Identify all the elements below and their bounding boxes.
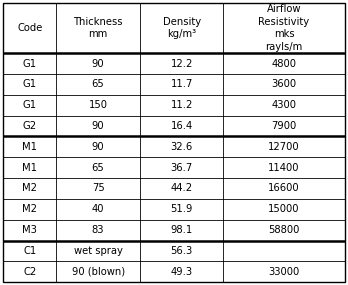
Text: 90: 90 (92, 121, 104, 131)
Text: 36.7: 36.7 (171, 163, 193, 173)
Text: 51.9: 51.9 (171, 204, 193, 214)
Text: 49.3: 49.3 (171, 267, 193, 277)
Text: G1: G1 (23, 79, 37, 89)
Text: Thickness
mm: Thickness mm (73, 17, 123, 39)
Text: 75: 75 (92, 184, 104, 194)
Text: M1: M1 (22, 142, 38, 152)
Text: 16.4: 16.4 (171, 121, 193, 131)
Text: Airflow
Resistivity
mks
rayls/m: Airflow Resistivity mks rayls/m (259, 4, 310, 52)
Text: Density
kg/m³: Density kg/m³ (163, 17, 201, 39)
Text: 90 (blown): 90 (blown) (72, 267, 125, 277)
Text: G1: G1 (23, 58, 37, 68)
Text: 4800: 4800 (271, 58, 296, 68)
Text: 16600: 16600 (268, 184, 300, 194)
Text: 7900: 7900 (271, 121, 296, 131)
Text: M2: M2 (22, 184, 38, 194)
Text: 33000: 33000 (268, 267, 300, 277)
Text: C1: C1 (23, 246, 37, 256)
Text: 56.3: 56.3 (171, 246, 193, 256)
Text: 3600: 3600 (271, 79, 296, 89)
Text: M2: M2 (22, 204, 38, 214)
Text: 65: 65 (92, 163, 104, 173)
Text: 44.2: 44.2 (171, 184, 193, 194)
Text: 90: 90 (92, 58, 104, 68)
Text: 83: 83 (92, 225, 104, 235)
Text: 58800: 58800 (268, 225, 300, 235)
Text: 98.1: 98.1 (171, 225, 193, 235)
Text: 12.2: 12.2 (171, 58, 193, 68)
Text: 11400: 11400 (268, 163, 300, 173)
Text: G2: G2 (23, 121, 37, 131)
Text: G1: G1 (23, 100, 37, 110)
Text: C2: C2 (23, 267, 37, 277)
Text: 32.6: 32.6 (171, 142, 193, 152)
Text: M3: M3 (23, 225, 37, 235)
Text: M1: M1 (22, 163, 38, 173)
Text: 4300: 4300 (271, 100, 296, 110)
Text: wet spray: wet spray (74, 246, 122, 256)
Text: 150: 150 (89, 100, 108, 110)
Text: 11.2: 11.2 (171, 100, 193, 110)
Text: 12700: 12700 (268, 142, 300, 152)
Text: 15000: 15000 (268, 204, 300, 214)
Text: 40: 40 (92, 204, 104, 214)
Text: 90: 90 (92, 142, 104, 152)
Text: 11.7: 11.7 (171, 79, 193, 89)
Text: Code: Code (17, 23, 42, 33)
Text: 65: 65 (92, 79, 104, 89)
